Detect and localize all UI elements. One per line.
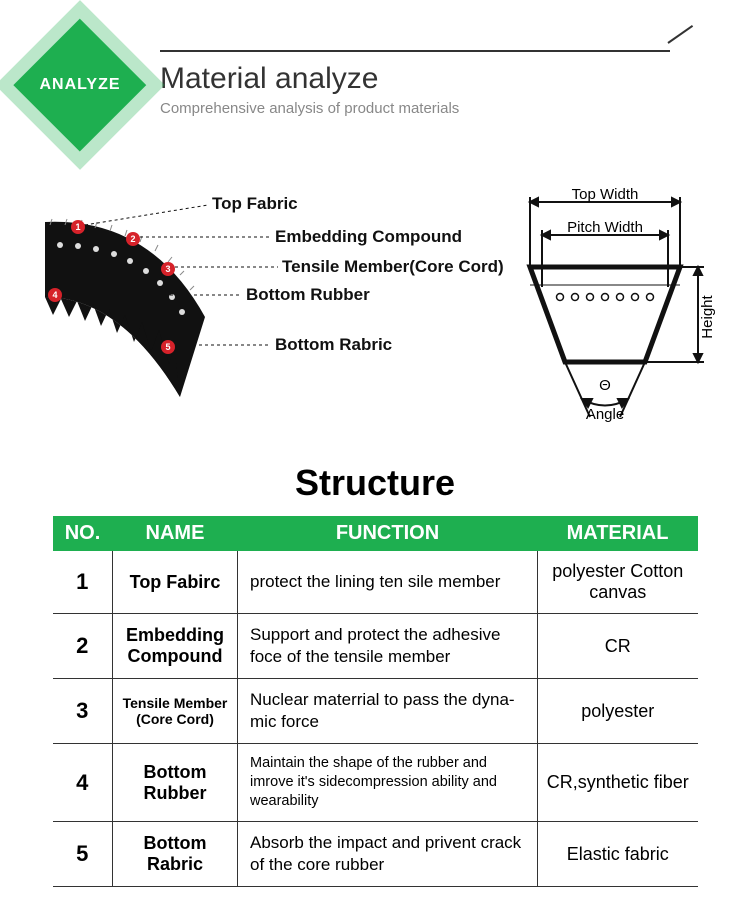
belt-labels: Top Fabric Embedding Compound Tensile Me… bbox=[212, 194, 504, 354]
table-row: 1 Top Fabirc protect the lining ten sile… bbox=[53, 551, 698, 614]
analyze-badge: ANALYZE bbox=[20, 25, 140, 145]
cell-function: Support and protect the adhesive foce of… bbox=[238, 614, 538, 679]
label-3: Tensile Member(Core Cord) bbox=[282, 257, 504, 276]
cell-name: Embedding Compound bbox=[113, 614, 238, 679]
th-name: NAME bbox=[113, 516, 238, 551]
page-title: Material analyze bbox=[160, 62, 730, 96]
cell-no: 3 bbox=[53, 679, 113, 744]
page-subtitle: Comprehensive analysis of product materi… bbox=[160, 100, 730, 117]
cell-material: polyester Cotton canvas bbox=[538, 551, 698, 614]
angle-label: Angle bbox=[586, 406, 624, 423]
badge-label: ANALYZE bbox=[20, 76, 140, 94]
diagram-section: 1 2 3 4 5 Top Fabric Embedding Compound … bbox=[0, 167, 750, 452]
cell-function: Absorb the impact and privent crack of t… bbox=[238, 821, 538, 886]
th-material: MATERIAL bbox=[538, 516, 698, 551]
svg-text:1: 1 bbox=[75, 222, 80, 232]
material-diagram: 1 2 3 4 5 Top Fabric Embedding Compound … bbox=[30, 187, 720, 427]
cell-material: CR,synthetic fiber bbox=[538, 744, 698, 822]
title-block: Material analyze Comprehensive analysis … bbox=[160, 30, 730, 117]
cell-name: Bottom Rabric bbox=[113, 821, 238, 886]
cell-name: Tensile Member (Core Cord) bbox=[113, 679, 238, 744]
table-row: 3 Tensile Member (Core Cord) Nuclear mat… bbox=[53, 679, 698, 744]
label-2: Embedding Compound bbox=[275, 227, 462, 246]
cell-function: Nuclear materrial to pass the dyna-mic f… bbox=[238, 679, 538, 744]
th-function: FUNCTION bbox=[238, 516, 538, 551]
height-label: Height bbox=[699, 294, 716, 338]
table-row: 2 Embedding Compound Support and protect… bbox=[53, 614, 698, 679]
cell-material: Elastic fabric bbox=[538, 821, 698, 886]
cell-no: 2 bbox=[53, 614, 113, 679]
label-5: Bottom Rabric bbox=[275, 335, 392, 354]
cell-no: 1 bbox=[53, 551, 113, 614]
cell-no: 4 bbox=[53, 744, 113, 822]
svg-text:2: 2 bbox=[130, 234, 135, 244]
title-rule bbox=[160, 50, 670, 52]
structure-table: NO. NAME FUNCTION MATERIAL 1 Top Fabirc … bbox=[53, 516, 698, 887]
svg-text:4: 4 bbox=[52, 290, 57, 300]
pitch-width-label: Pitch Width bbox=[567, 219, 643, 236]
belt-graphic: 1 2 3 4 5 Top Fabric Embedding Compound … bbox=[45, 194, 504, 397]
svg-text:3: 3 bbox=[165, 264, 170, 274]
cell-function: Maintain the shape of the rubber and imr… bbox=[238, 744, 538, 822]
svg-text:5: 5 bbox=[165, 342, 170, 352]
cell-material: polyester bbox=[538, 679, 698, 744]
angle-symbol: Θ bbox=[599, 377, 611, 394]
th-no: NO. bbox=[53, 516, 113, 551]
table-header-row: NO. NAME FUNCTION MATERIAL bbox=[53, 516, 698, 551]
table-row: 5 Bottom Rabric Absorb the impact and pr… bbox=[53, 821, 698, 886]
cell-no: 5 bbox=[53, 821, 113, 886]
label-4: Bottom Rubber bbox=[246, 285, 370, 304]
header-section: ANALYZE Material analyze Comprehensive a… bbox=[0, 0, 750, 167]
top-width-label: Top Width bbox=[572, 187, 639, 203]
label-1: Top Fabric bbox=[212, 194, 298, 213]
cross-section-graphic: Top Width Pitch Width Height bbox=[530, 187, 716, 423]
cell-material: CR bbox=[538, 614, 698, 679]
cell-name: Top Fabirc bbox=[113, 551, 238, 614]
structure-title: Structure bbox=[0, 462, 750, 504]
cell-function: protect the lining ten sile member bbox=[238, 551, 538, 614]
table-row: 4 Bottom Rubber Maintain the shape of th… bbox=[53, 744, 698, 822]
cell-name: Bottom Rubber bbox=[113, 744, 238, 822]
